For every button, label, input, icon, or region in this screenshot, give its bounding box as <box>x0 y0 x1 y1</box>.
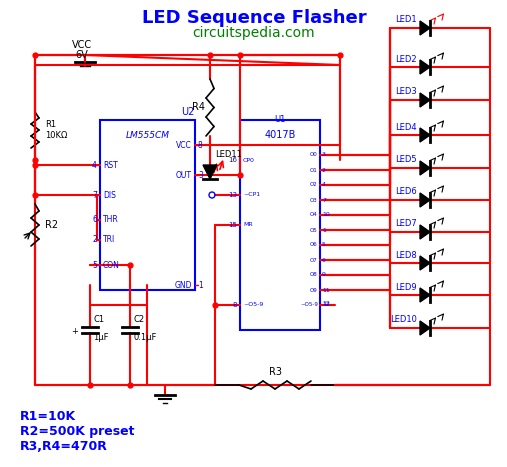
Text: +: + <box>71 327 78 337</box>
Text: 1: 1 <box>322 227 326 233</box>
Text: O5: O5 <box>310 227 318 233</box>
Text: O8: O8 <box>310 273 318 277</box>
Text: LED2: LED2 <box>395 55 417 64</box>
Text: ~O5-9: ~O5-9 <box>300 303 318 307</box>
Text: 6V: 6V <box>76 50 88 60</box>
Text: U1: U1 <box>274 115 285 124</box>
Text: O9: O9 <box>310 288 318 292</box>
Polygon shape <box>420 321 430 335</box>
Text: CP0: CP0 <box>243 157 255 163</box>
Text: 15: 15 <box>228 222 237 228</box>
Polygon shape <box>420 288 430 302</box>
Text: 16: 16 <box>228 157 237 163</box>
Text: LED9: LED9 <box>395 283 417 291</box>
Polygon shape <box>420 21 430 35</box>
Text: O7: O7 <box>310 257 318 262</box>
Text: LED4: LED4 <box>395 122 417 132</box>
Text: 6: 6 <box>92 215 97 225</box>
Polygon shape <box>420 256 430 270</box>
Text: 12: 12 <box>322 301 330 306</box>
Text: 5: 5 <box>322 242 326 248</box>
Polygon shape <box>420 225 430 239</box>
Text: 3: 3 <box>198 170 203 179</box>
Polygon shape <box>420 161 430 175</box>
Text: 1: 1 <box>198 281 203 290</box>
Text: R1=10K: R1=10K <box>20 410 76 423</box>
Text: 2: 2 <box>92 235 97 245</box>
Text: 8: 8 <box>233 302 237 308</box>
FancyBboxPatch shape <box>100 120 195 290</box>
Text: LED5: LED5 <box>395 156 417 164</box>
Polygon shape <box>420 93 430 107</box>
Text: 9: 9 <box>322 273 326 277</box>
Text: RST: RST <box>103 161 118 170</box>
Text: LED3: LED3 <box>395 87 417 97</box>
Text: O1: O1 <box>310 168 318 172</box>
Text: 7: 7 <box>322 198 326 203</box>
Text: 0.1μF: 0.1μF <box>133 333 156 342</box>
Text: O3: O3 <box>310 198 318 203</box>
Text: 11: 11 <box>322 288 330 292</box>
Polygon shape <box>420 128 430 142</box>
Text: LED11: LED11 <box>215 150 242 159</box>
Text: LM555CM: LM555CM <box>126 130 169 140</box>
Text: LED Sequence Flasher: LED Sequence Flasher <box>141 9 367 27</box>
Text: GND: GND <box>174 281 192 290</box>
Text: R2=500K preset: R2=500K preset <box>20 425 134 438</box>
Text: VCC: VCC <box>176 141 192 149</box>
Text: 7: 7 <box>92 191 97 199</box>
Text: DIS: DIS <box>103 191 116 199</box>
Text: VCC: VCC <box>72 40 92 50</box>
Text: 4: 4 <box>322 183 326 187</box>
Text: LED8: LED8 <box>395 250 417 260</box>
Text: 6: 6 <box>322 257 326 262</box>
Text: 10: 10 <box>322 212 330 218</box>
Text: LED6: LED6 <box>395 187 417 197</box>
Text: TRI: TRI <box>103 235 115 245</box>
Text: R1
10KΩ: R1 10KΩ <box>45 120 67 140</box>
Text: CON: CON <box>103 261 120 269</box>
Text: ~CP1: ~CP1 <box>243 192 260 198</box>
Text: O4: O4 <box>310 212 318 218</box>
Text: THR: THR <box>103 215 119 225</box>
Polygon shape <box>420 60 430 74</box>
Text: MR: MR <box>243 222 252 227</box>
Text: 8: 8 <box>198 141 203 149</box>
Text: C1: C1 <box>93 315 104 324</box>
Text: 3: 3 <box>322 153 326 157</box>
Text: O2: O2 <box>310 183 318 187</box>
Text: circuitspedia.com: circuitspedia.com <box>193 26 315 40</box>
Text: 12: 12 <box>322 303 330 307</box>
Polygon shape <box>420 193 430 207</box>
Text: C2: C2 <box>133 315 144 324</box>
Text: LED10: LED10 <box>390 316 417 325</box>
FancyBboxPatch shape <box>240 120 320 330</box>
Text: R2: R2 <box>45 220 58 230</box>
Text: OUT: OUT <box>176 170 192 179</box>
Text: U2: U2 <box>182 107 195 117</box>
Text: 1μF: 1μF <box>93 333 108 342</box>
Text: LED7: LED7 <box>395 219 417 228</box>
Text: ~O5-9: ~O5-9 <box>243 303 263 307</box>
Text: 4017B: 4017B <box>264 130 296 140</box>
Text: R3: R3 <box>269 367 281 377</box>
Text: 5: 5 <box>92 261 97 269</box>
Text: R3,R4=470R: R3,R4=470R <box>20 440 108 453</box>
Text: LED1: LED1 <box>395 15 417 24</box>
Text: O0: O0 <box>310 153 318 157</box>
Text: O6: O6 <box>310 242 318 248</box>
Text: 2: 2 <box>322 168 326 172</box>
Text: R4: R4 <box>192 102 205 113</box>
Text: 13: 13 <box>228 192 237 198</box>
Polygon shape <box>203 165 217 179</box>
Text: 4: 4 <box>92 161 97 170</box>
